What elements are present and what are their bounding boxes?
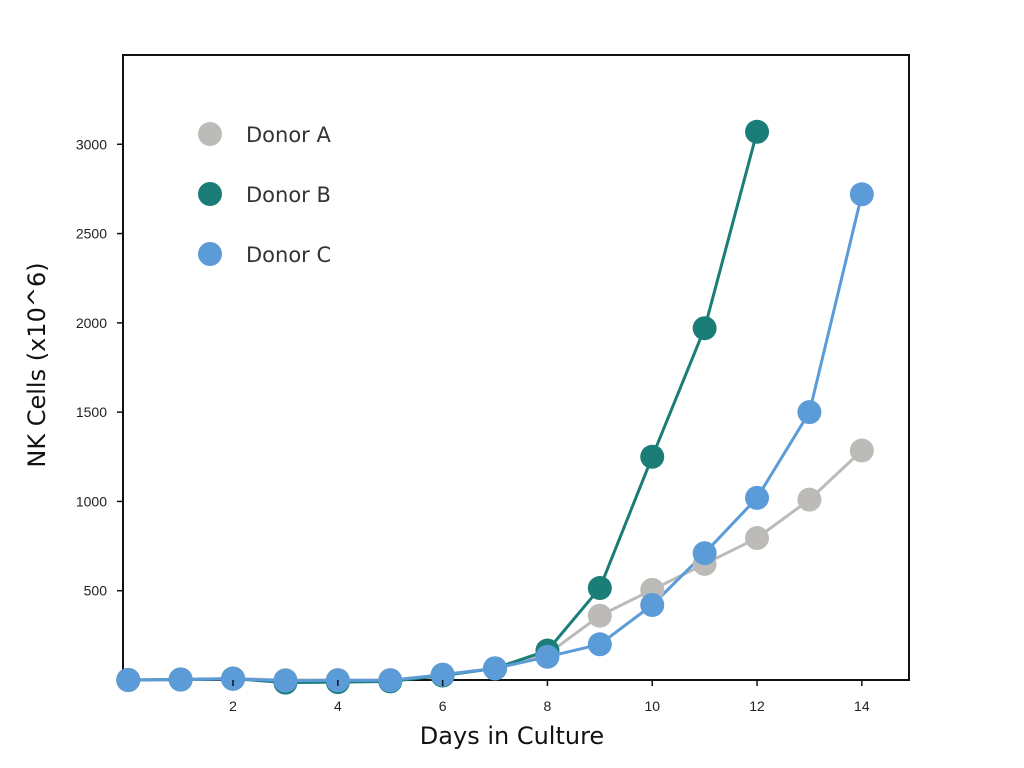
donor-c-point (273, 668, 298, 693)
y-tick-label: 1000 (76, 493, 107, 509)
donor-a-point (587, 603, 612, 628)
donor-c-point (745, 485, 770, 510)
legend-label-donor-b: Donor B (246, 183, 331, 207)
donor-c-line (128, 193, 864, 683)
donor-c-point (378, 668, 403, 693)
donor-c-point (483, 656, 508, 681)
donor-b-point (640, 444, 665, 469)
x-tick-label: 2 (229, 698, 237, 714)
donor-b-point (692, 316, 717, 341)
x-tick-label: 8 (544, 698, 552, 714)
x-tick-label: 6 (439, 698, 447, 714)
donor-c-point (116, 668, 141, 692)
x-axis-title: Days in Culture (420, 722, 604, 750)
y-tick-label: 1500 (76, 404, 107, 420)
legend-label-donor-a: Donor A (246, 123, 331, 147)
donor-b-point (587, 576, 612, 601)
donor-a-point (797, 487, 822, 512)
plot-frame (122, 54, 910, 681)
x-tick-label: 12 (749, 698, 765, 714)
donor-a-point (849, 438, 874, 463)
legend: Donor A Donor B Donor C (198, 122, 331, 267)
series-points (116, 119, 874, 695)
x-tick-label: 4 (334, 698, 342, 714)
y-tick-label: 500 (84, 583, 108, 599)
donor-c-point (168, 667, 193, 692)
donor-c-point (849, 182, 874, 207)
y-tick-label: 2000 (76, 315, 107, 331)
donor-a-point (745, 526, 770, 551)
series-lines (128, 131, 864, 685)
donor-a-line (128, 449, 863, 682)
donor-c-point (797, 400, 822, 425)
donor-b-point (745, 119, 770, 144)
y-tick-label: 2500 (76, 226, 107, 242)
y-axis-title: NK Cells (x10^6) (23, 262, 51, 467)
donor-c-point (640, 593, 665, 617)
axis-ticks: 2 4 6 8 10 12 14 500 1000 1500 2000 2500 3000 (76, 136, 870, 714)
donor-c-point (692, 541, 717, 566)
y-tick-label: 3000 (76, 136, 107, 152)
donor-c-point (430, 662, 455, 687)
x-tick-label: 14 (854, 698, 870, 714)
legend-label-donor-c: Donor C (246, 243, 331, 267)
donor-c-point (535, 644, 560, 669)
legend-marker-donor-b (198, 182, 222, 206)
legend-marker-donor-c (198, 242, 222, 266)
x-tick-label: 10 (644, 698, 660, 714)
donor-c-point (221, 666, 246, 691)
legend-marker-donor-a (198, 122, 222, 146)
donor-c-point (587, 632, 612, 657)
